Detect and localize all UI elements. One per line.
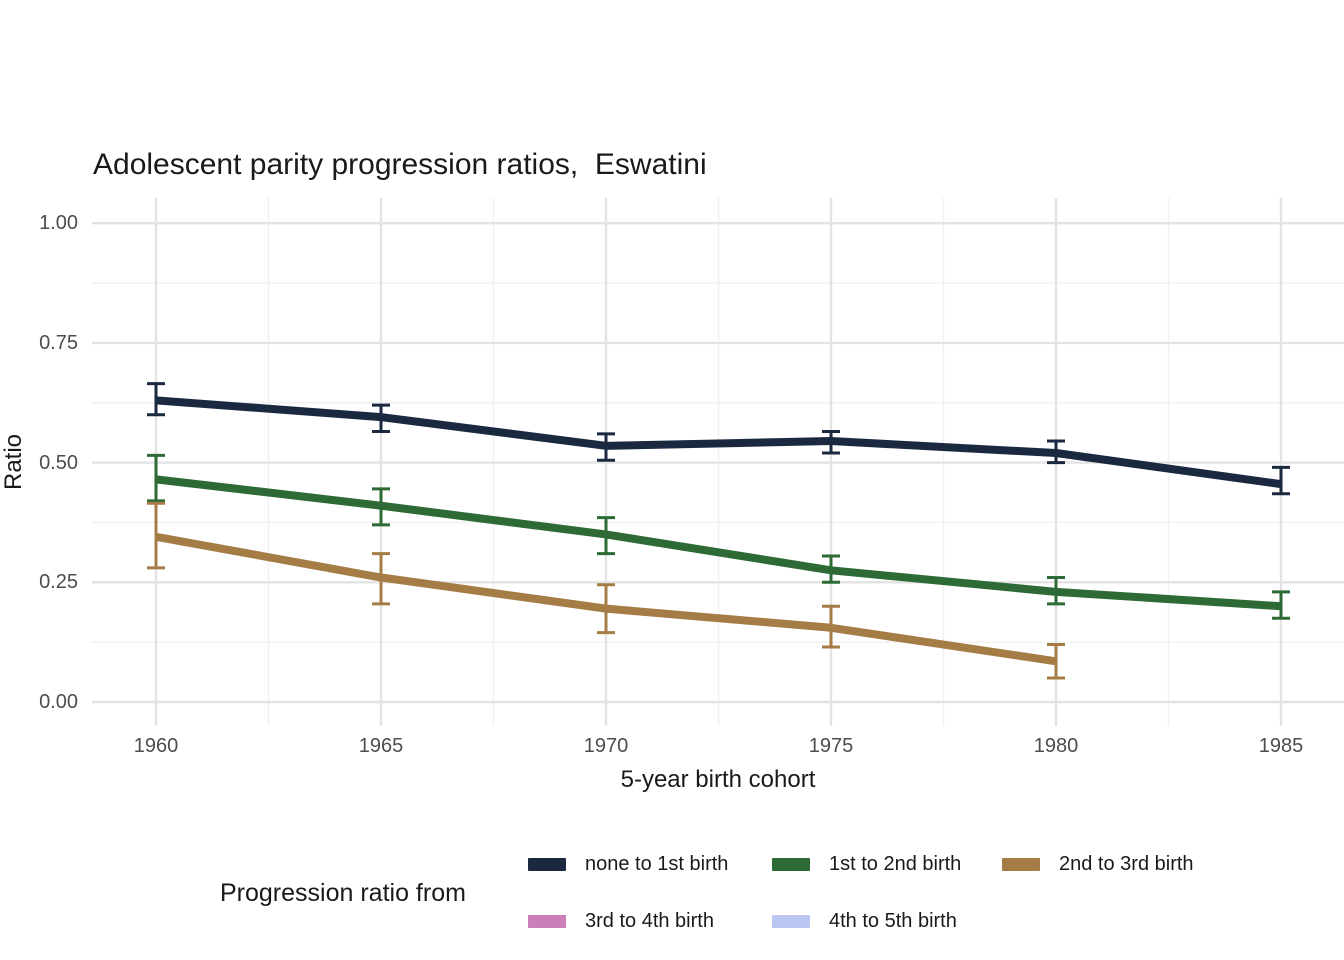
x-tick-label: 1965	[358, 735, 404, 757]
legend-key-swatch	[528, 914, 566, 928]
legend-key-swatch	[772, 857, 810, 871]
legend-item: 4th to 5th birth	[772, 908, 957, 934]
legend-item-label: 1st to 2nd birth	[829, 853, 962, 875]
legend-item-label: 2nd to 3rd birth	[1059, 853, 1194, 875]
y-tick-label: 0.75	[39, 331, 78, 354]
legend-item-label: none to 1st birth	[585, 853, 729, 875]
legend-item-label: 4th to 5th birth	[829, 910, 957, 932]
x-axis-title: 5-year birth cohort	[620, 766, 816, 793]
y-tick-label: 0.00	[39, 691, 78, 713]
chart-title: Adolescent parity progression ratios, Es…	[93, 148, 707, 181]
legend-title: Progression ratio from	[220, 879, 466, 907]
legend-item: none to 1st birth	[528, 851, 728, 877]
y-tick-label: 0.50	[39, 451, 78, 474]
y-tick-label: 0.25	[39, 571, 78, 594]
x-tick-label: 1980	[1033, 735, 1079, 757]
legend-key-swatch	[528, 857, 566, 871]
y-axis-title: Ratio	[0, 433, 27, 491]
legend-item: 3rd to 4th birth	[528, 908, 714, 934]
x-tick-label: 1975	[808, 735, 854, 757]
x-tick-label: 1960	[133, 735, 179, 757]
legend-key-swatch	[772, 914, 810, 928]
y-tick-label: 1.00	[39, 212, 78, 235]
series-line	[155, 475, 1282, 611]
legend-key-swatch	[1002, 857, 1040, 871]
legend-item: 1st to 2nd birth	[772, 851, 961, 877]
series-line	[155, 532, 1057, 666]
x-tick-label: 1985	[1258, 735, 1304, 757]
legend-item: 2nd to 3rd birth	[1002, 851, 1194, 877]
x-tick-label: 1970	[583, 735, 629, 757]
legend-item-label: 3rd to 4th birth	[585, 910, 714, 932]
series-line	[155, 396, 1282, 489]
